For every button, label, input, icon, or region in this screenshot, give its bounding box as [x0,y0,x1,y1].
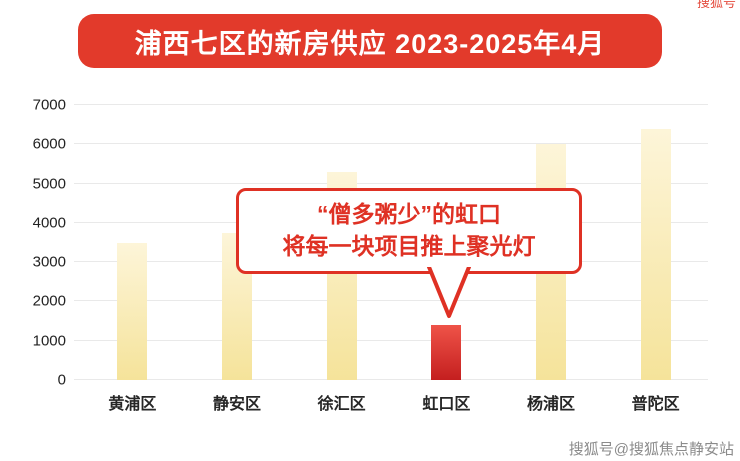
y-axis-tick-label: 3000 [32,253,66,271]
callout-pointer-icon [427,267,471,319]
y-axis-tick-label: 1000 [32,332,66,350]
y-axis-tick-label: 0 [57,371,66,389]
gridline [74,339,708,341]
x-axis-label-虹口区: 虹口区 [422,396,471,413]
y-axis-tick-label: 5000 [32,175,66,193]
chart-title-banner: 浦西七区的新房供应 2023-2025年4月 [78,14,662,68]
bar-highlight-虹口区 [431,325,462,380]
gridline [74,182,708,184]
gridline [74,143,708,145]
gridline [74,379,708,380]
x-axis-label-静安区: 静安区 [212,396,262,413]
callout-annotation: “僧多粥少”的虹口 将每一块项目推上聚光灯 [236,188,582,319]
watermark-bottom: 搜狐号@搜狐焦点静安站 [568,441,734,458]
y-axis-tick-label: 4000 [32,214,66,232]
gridline [74,300,708,302]
chart-title: 浦西七区的新房供应 2023-2025年4月 [134,28,606,59]
bar-黄浦区 [117,242,148,380]
y-axis-tick-label: 7000 [32,96,66,114]
y-axis-tick-label: 6000 [32,135,66,153]
x-axis-label-杨浦区: 杨浦区 [526,396,576,413]
bar-普陀区 [640,128,671,380]
callout-line1: “僧多粥少”的虹口 [317,201,501,227]
x-axis-label-黄浦区: 黄浦区 [108,396,157,413]
gridline [74,104,708,105]
watermark-corner: 搜狐号 [696,0,736,10]
x-axis-label-徐汇区: 徐汇区 [317,396,366,413]
x-axis-label-普陀区: 普陀区 [631,396,680,413]
callout-line2: 将每一块项目推上聚光灯 [282,233,536,260]
y-axis-tick-label: 2000 [32,292,66,310]
